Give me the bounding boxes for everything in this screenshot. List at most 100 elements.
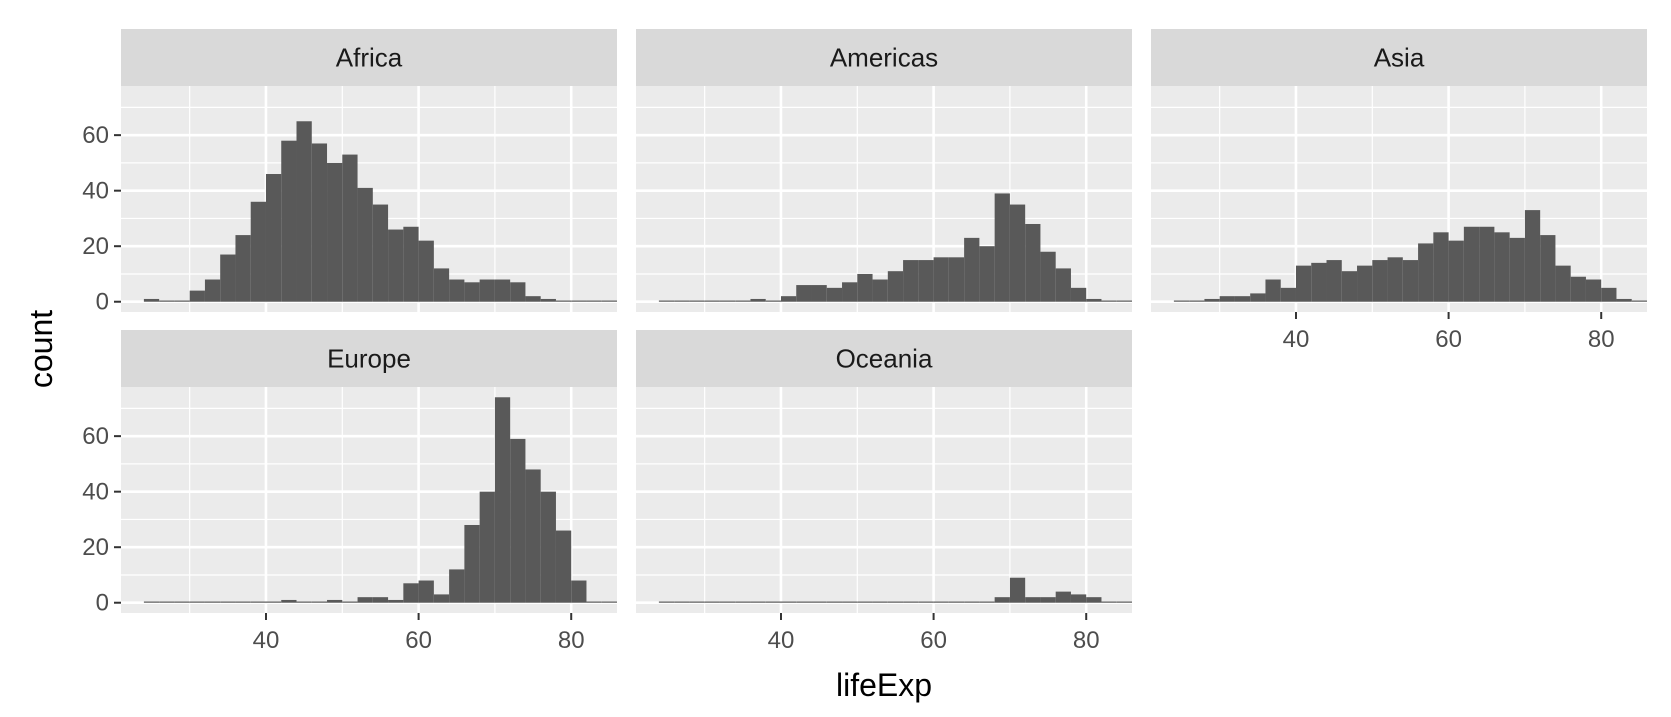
strip-label-oceania: Oceania xyxy=(836,344,933,374)
bar-americas xyxy=(1070,287,1087,302)
bar-oceania xyxy=(903,601,919,603)
bar-europe xyxy=(159,601,175,603)
bar-europe xyxy=(494,397,511,603)
bar-europe xyxy=(464,524,480,603)
bar-asia xyxy=(1555,265,1571,302)
bar-europe xyxy=(250,601,266,603)
bar-americas xyxy=(1116,300,1132,302)
bar-asia xyxy=(1219,296,1235,302)
bar-africa xyxy=(403,226,419,302)
bar-asia xyxy=(1280,287,1296,302)
bar-africa xyxy=(220,254,236,302)
bar-oceania xyxy=(811,601,827,603)
bar-asia xyxy=(1570,276,1586,302)
bar-asia xyxy=(1204,298,1220,302)
bar-americas xyxy=(903,260,919,302)
strip-label-americas: Americas xyxy=(830,43,938,73)
bar-oceania xyxy=(1009,577,1026,603)
strip-label-europe: Europe xyxy=(327,344,411,374)
strip-asia xyxy=(1151,29,1647,86)
x-tick-label: 60 xyxy=(920,627,947,654)
bar-asia xyxy=(1524,210,1541,302)
bar-africa xyxy=(204,279,221,302)
bar-africa xyxy=(479,279,495,302)
bar-europe xyxy=(281,599,297,603)
panel-oceania xyxy=(636,387,1132,613)
bar-oceania xyxy=(765,601,781,603)
bar-oceania xyxy=(735,601,751,603)
bar-africa xyxy=(250,201,266,302)
bar-europe xyxy=(510,438,526,603)
bar-americas xyxy=(826,287,843,302)
strip-europe xyxy=(121,330,617,387)
bar-africa xyxy=(265,174,282,302)
y-tick-label: 40 xyxy=(82,479,109,506)
bar-europe xyxy=(388,599,404,603)
bar-africa xyxy=(159,300,175,302)
bar-americas xyxy=(887,271,904,302)
bar-oceania xyxy=(1025,597,1041,603)
bar-asia xyxy=(1540,235,1556,302)
bar-asia xyxy=(1326,260,1342,302)
bar-oceania xyxy=(658,601,675,603)
y-tick-label: 0 xyxy=(96,590,109,617)
bar-americas xyxy=(948,257,965,302)
bar-americas xyxy=(1101,300,1117,302)
bar-africa xyxy=(388,229,404,302)
bar-asia xyxy=(1433,232,1449,302)
bar-americas xyxy=(933,257,949,302)
bar-americas xyxy=(979,246,995,302)
x-tick-label: 80 xyxy=(1588,326,1615,353)
bar-africa xyxy=(571,300,587,302)
bar-africa xyxy=(525,296,541,302)
bar-europe xyxy=(418,580,434,603)
bar-europe xyxy=(296,601,312,603)
bar-asia xyxy=(1295,265,1312,302)
bar-europe xyxy=(540,491,556,603)
bar-asia xyxy=(1601,287,1617,302)
x-tick-label: 40 xyxy=(253,627,280,654)
bar-asia xyxy=(1585,279,1602,302)
bar-asia xyxy=(1357,265,1373,302)
bar-asia xyxy=(1250,293,1266,302)
bar-asia xyxy=(1494,232,1510,302)
bar-africa xyxy=(601,300,617,302)
bar-asia xyxy=(1463,226,1480,302)
bar-americas xyxy=(674,300,690,302)
bar-asia xyxy=(1402,260,1419,302)
bar-oceania xyxy=(1101,601,1117,603)
bar-africa xyxy=(311,143,328,302)
bar-asia xyxy=(1311,262,1327,302)
bar-asia xyxy=(1387,257,1403,302)
y-tick-label: 60 xyxy=(82,423,109,450)
x-tick-label: 80 xyxy=(1073,627,1100,654)
bar-americas xyxy=(1055,268,1071,302)
bar-americas xyxy=(918,260,934,302)
bar-africa xyxy=(189,290,205,302)
bar-oceania xyxy=(689,601,705,603)
bar-africa xyxy=(372,204,389,302)
bar-africa xyxy=(235,235,251,302)
bar-americas xyxy=(1040,251,1056,302)
bar-africa xyxy=(586,300,602,302)
bar-africa xyxy=(433,268,450,302)
x-tick-label: 80 xyxy=(558,627,585,654)
bar-americas xyxy=(872,279,888,302)
bar-oceania xyxy=(948,601,965,603)
strip-africa xyxy=(121,29,617,86)
bar-oceania xyxy=(704,601,720,603)
bar-africa xyxy=(174,300,190,302)
y-tick-label: 20 xyxy=(82,534,109,561)
bar-asia xyxy=(1418,243,1434,302)
bar-oceania xyxy=(674,601,690,603)
bar-asia xyxy=(1479,226,1495,302)
bar-oceania xyxy=(842,601,858,603)
y-tick-label: 40 xyxy=(82,178,109,205)
bar-africa xyxy=(510,282,526,302)
bar-oceania xyxy=(796,601,812,603)
bar-americas xyxy=(857,273,873,302)
x-axis-title: lifeExp xyxy=(836,667,932,703)
bar-africa xyxy=(143,298,160,302)
